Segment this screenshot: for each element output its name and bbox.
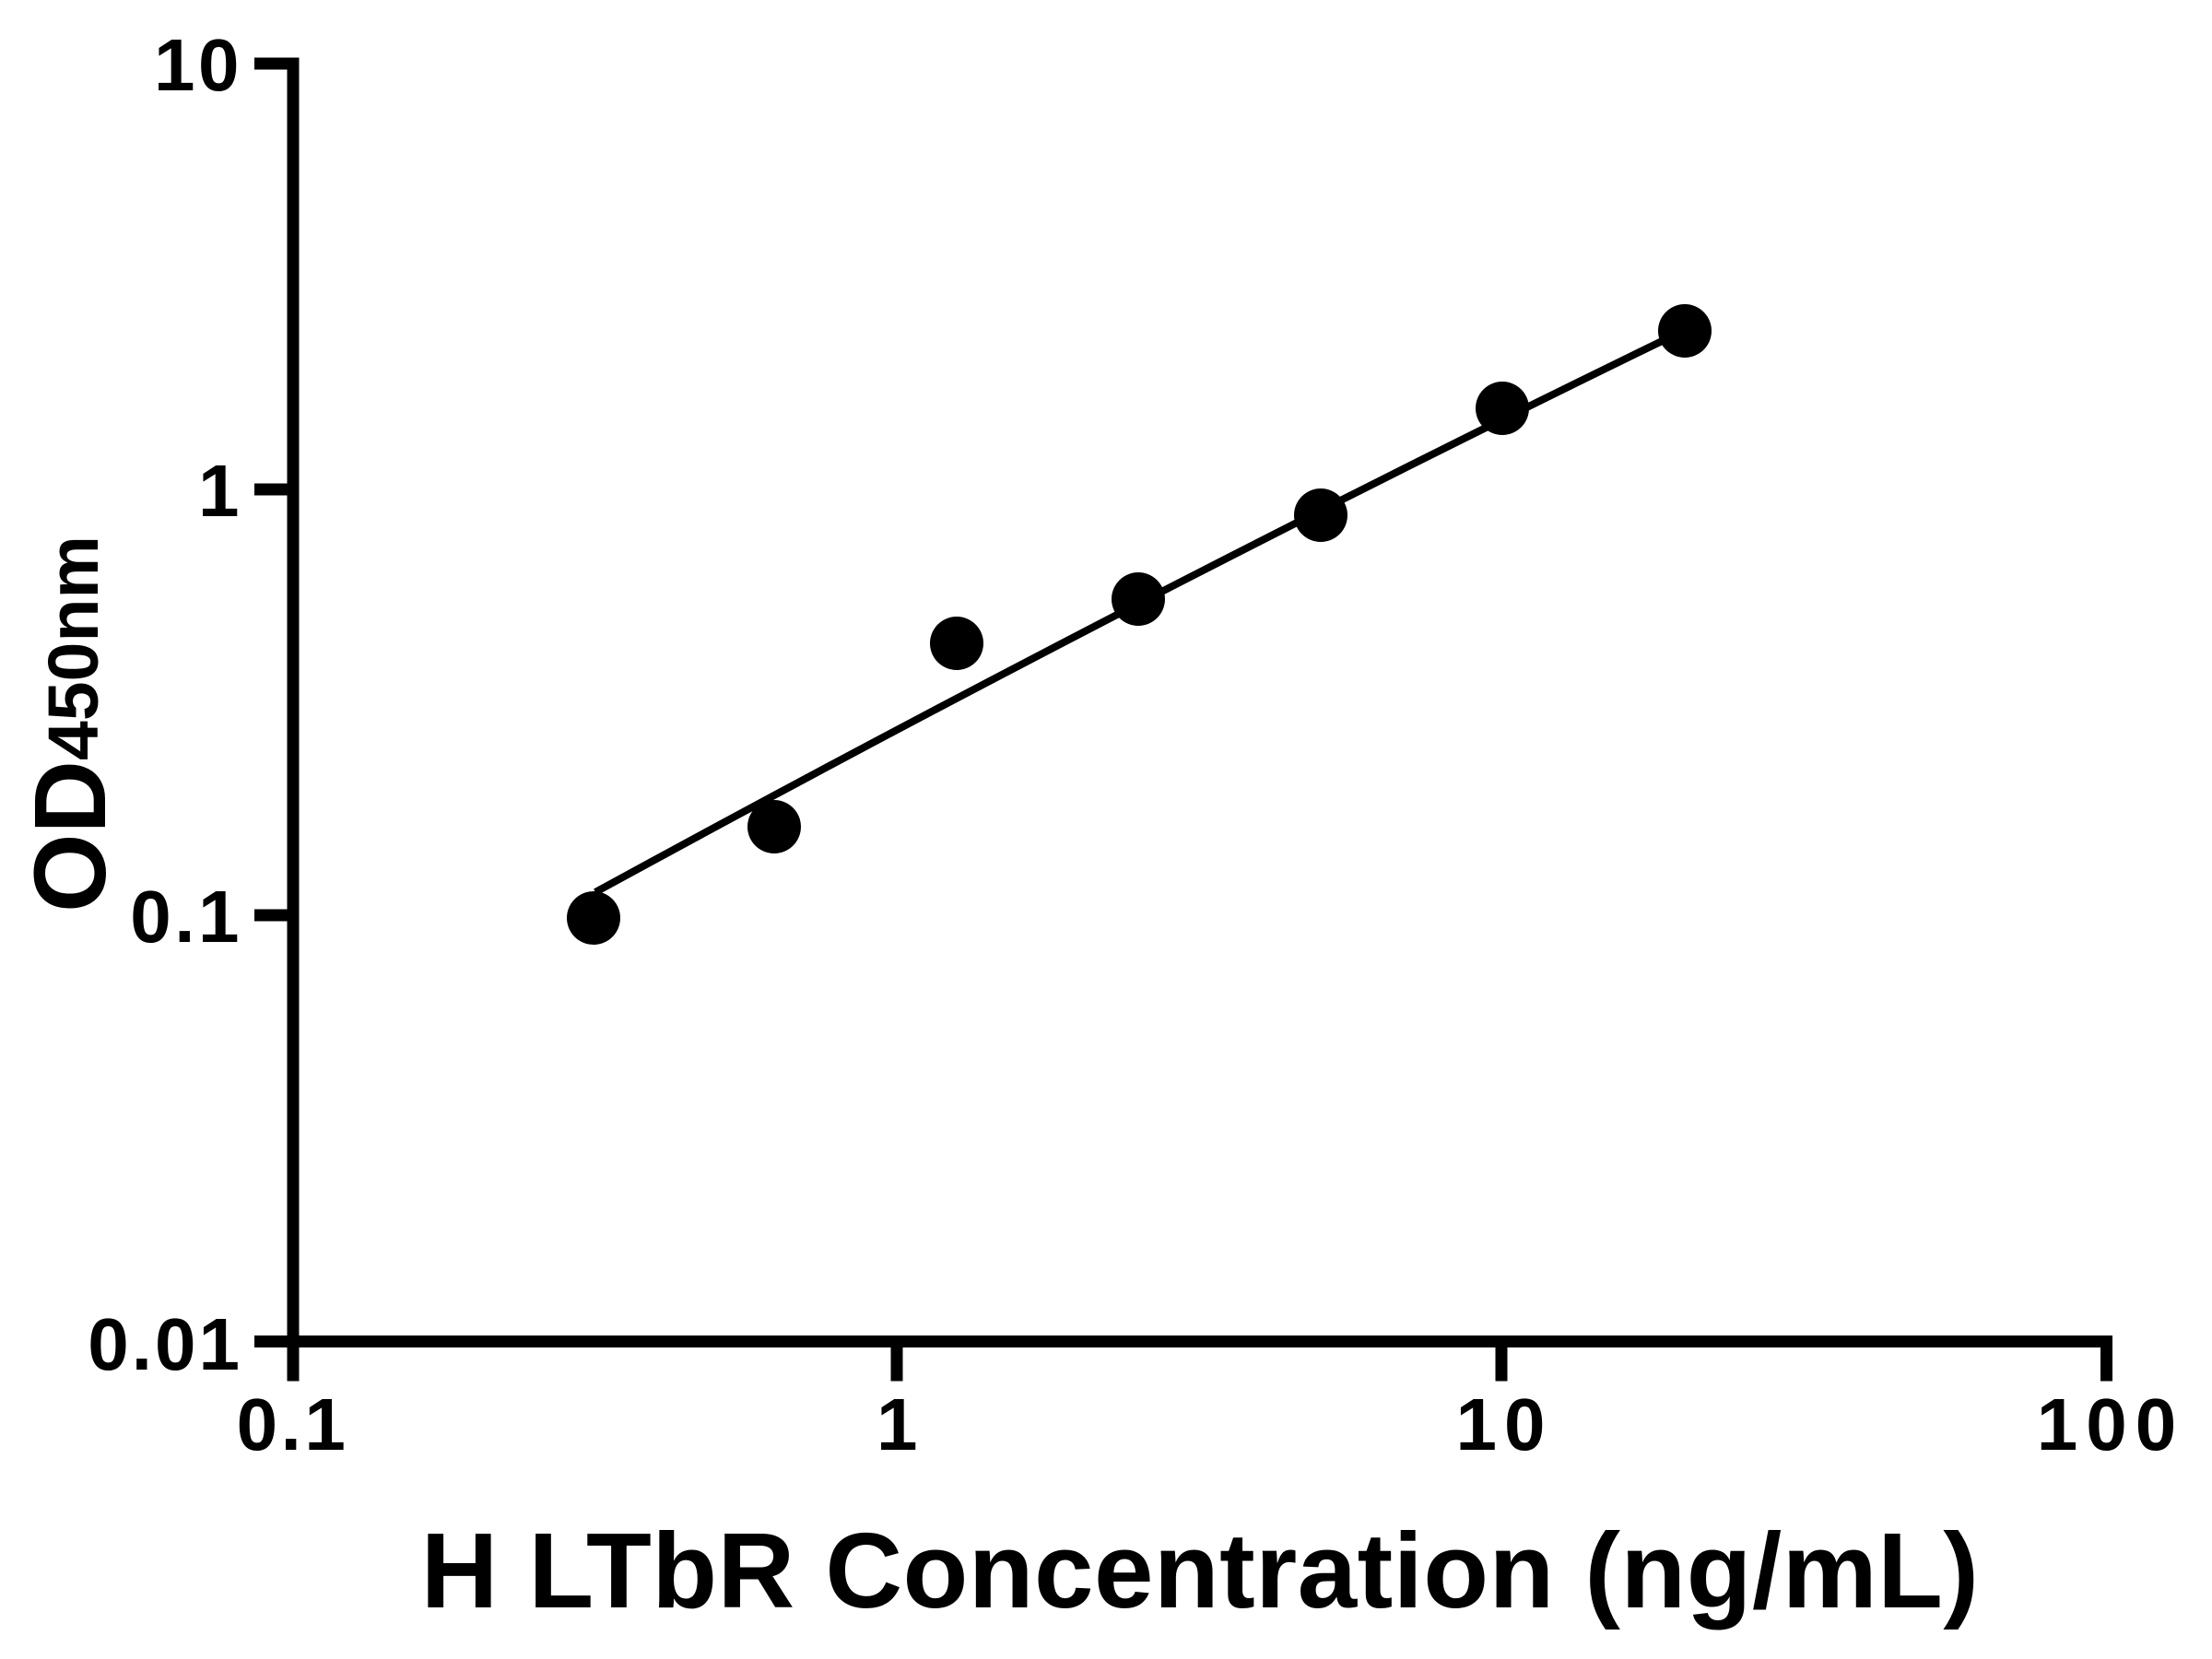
svg-text:H LTbR Concentration (ng/mL): H LTbR Concentration (ng/mL) (421, 1511, 1980, 1630)
svg-text:0.01: 0.01 (88, 1303, 242, 1385)
svg-text:1: 1 (877, 1383, 921, 1465)
svg-text:0.1: 0.1 (130, 876, 242, 958)
svg-text:0.1: 0.1 (237, 1383, 349, 1465)
svg-text:10: 10 (1456, 1383, 1553, 1465)
svg-text:100: 100 (2037, 1383, 2184, 1465)
svg-text:10: 10 (154, 24, 242, 106)
svg-text:1: 1 (198, 450, 242, 532)
